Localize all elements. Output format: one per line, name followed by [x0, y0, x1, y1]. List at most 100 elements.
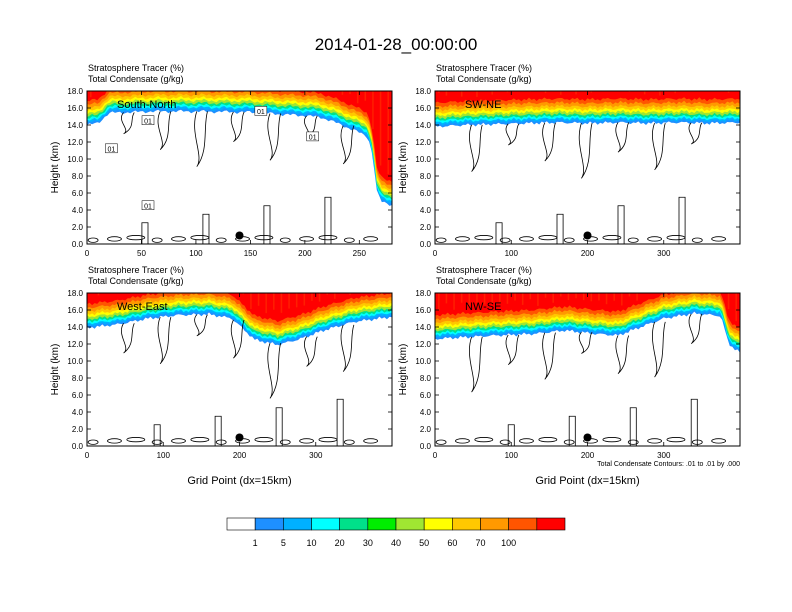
y-tick-label: 12.0 [67, 138, 83, 147]
x-tick-label: 100 [505, 249, 519, 258]
x-axis-label: Grid Point (dx=15km) [187, 475, 291, 487]
panel-label: West-East [117, 301, 168, 313]
colorbar-label: 100 [501, 538, 516, 548]
condensate-contour [469, 124, 483, 172]
y-tick-label: 14.0 [67, 323, 83, 332]
condensate-contour [688, 313, 703, 344]
colorbar-label: 70 [475, 538, 485, 548]
condensate-contour [336, 398, 344, 446]
condensate-contour [602, 437, 622, 443]
condensate-contour [538, 437, 558, 443]
condensate-contour [194, 314, 208, 337]
colorbar-label: 10 [306, 538, 316, 548]
condensate-contour [340, 125, 355, 165]
condensate-contour [474, 235, 494, 241]
contour-label: 01 [306, 131, 319, 141]
condensate-contour [666, 437, 686, 443]
condensate-contour [711, 438, 727, 444]
y-tick-label: 18.0 [67, 87, 83, 96]
contour-label-box [141, 200, 155, 210]
y-tick-label: 12.0 [67, 340, 83, 349]
x-tick-label: 100 [157, 451, 171, 460]
panel-sw-ne: SW-NE Stratosphere Tracer (%)Total Conden… [398, 63, 741, 258]
y-tick-label: 10.0 [67, 357, 83, 366]
condensate-contour [578, 332, 593, 354]
condensate-contour [542, 122, 556, 162]
x-tick-label: 50 [137, 249, 146, 258]
y-tick-label: 8.0 [72, 374, 84, 383]
tracer-band [87, 293, 392, 323]
x-tick-label: 300 [657, 249, 671, 258]
condensate-contour [652, 122, 666, 171]
y-tick-label: 12.0 [415, 138, 431, 147]
panel-west-east: West-East Stratosphere Tracer (%)Total Co… [50, 265, 393, 487]
y-tick-label: 10.0 [415, 357, 431, 366]
y-tick-label: 2.0 [420, 223, 432, 232]
condensate-contour [263, 205, 271, 244]
condensate-contour [157, 316, 172, 365]
panel-south-north: 01 01 01 01 01 South-North Stratosphere Tracer… [50, 63, 393, 258]
colorbar-label: 50 [419, 538, 429, 548]
condensate-contour [499, 439, 511, 445]
condensate-contour [343, 439, 355, 445]
condensate-contours [435, 313, 727, 446]
condensate-contour [267, 343, 282, 399]
y-tick-label: 0.0 [72, 442, 84, 451]
contour-label: 01 [105, 143, 118, 153]
condensate-contour [340, 324, 355, 372]
condensate-contour [578, 122, 593, 179]
condensate-contour [556, 213, 564, 244]
condensate-contour [505, 334, 520, 366]
condensate-contour [627, 237, 639, 243]
condensate-contour [615, 122, 630, 153]
y-tick-label: 18.0 [415, 289, 431, 298]
condensate-contour [615, 335, 630, 375]
condensate-contour [455, 438, 470, 444]
contour-label-text: 01 [309, 134, 317, 141]
y-axis-label: Height (km) [398, 142, 409, 194]
condensate-contour [519, 438, 534, 444]
condensate-contour [519, 236, 534, 242]
condensate-contour [194, 111, 208, 167]
contour-label-text: 01 [144, 118, 152, 125]
panel-title-condensate: Total Condensate (g/kg) [436, 276, 532, 286]
condensate-contour [617, 205, 625, 244]
contour-label-text: 01 [144, 203, 152, 210]
x-tick-label: 300 [309, 451, 323, 460]
condensate-contour [647, 236, 662, 242]
condensate-contour [542, 332, 556, 380]
condensate-contour [107, 438, 122, 444]
y-tick-label: 16.0 [415, 306, 431, 315]
condensate-contour [267, 113, 282, 161]
condensate-contour [505, 123, 520, 146]
condensate-contour [171, 438, 186, 444]
contour-label: 01 [254, 106, 268, 116]
colorbar-label: 5 [281, 538, 286, 548]
y-axis-label: Height (km) [50, 344, 61, 396]
condensate-contour [627, 439, 639, 445]
y-tick-label: 0.0 [420, 240, 432, 249]
x-tick-label: 200 [581, 249, 595, 258]
y-tick-label: 2.0 [72, 425, 84, 434]
y-tick-label: 14.0 [415, 121, 431, 130]
tracer-field [435, 293, 740, 446]
condensate-contour [691, 237, 703, 243]
colorbar-swatch [423, 517, 453, 531]
condensate-contour [363, 236, 379, 242]
x-tick-label: 200 [233, 451, 247, 460]
panel-label: NW-SE [465, 301, 501, 313]
x-tick-label: 100 [189, 249, 203, 258]
panel-title-tracer: Stratosphere Tracer (%) [436, 265, 532, 275]
condensate-contour [299, 236, 315, 242]
y-tick-label: 2.0 [72, 223, 84, 232]
y-tick-label: 4.0 [72, 408, 84, 417]
condensate-contour [157, 111, 172, 150]
x-tick-label: 0 [85, 249, 90, 258]
y-tick-label: 6.0 [72, 391, 84, 400]
condensate-contour [87, 237, 99, 243]
condensate-contour [126, 235, 146, 241]
panel-title-condensate: Total Condensate (g/kg) [436, 74, 532, 84]
y-tick-label: 2.0 [420, 425, 432, 434]
y-tick-label: 8.0 [420, 374, 432, 383]
y-axis-label: Height (km) [50, 142, 61, 194]
